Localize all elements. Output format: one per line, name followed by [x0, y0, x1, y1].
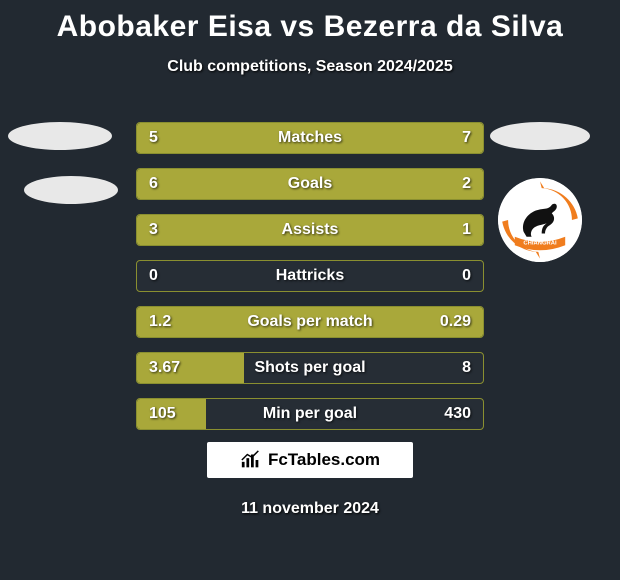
left-player-ellipse-1	[24, 176, 118, 204]
bar-fill-left	[137, 399, 206, 429]
bar-fill-left	[137, 353, 244, 383]
stat-row-goals-per-match: Goals per match1.20.29	[136, 306, 484, 338]
page-subtitle: Club competitions, Season 2024/2025	[0, 58, 620, 76]
bar-fill-right	[397, 169, 484, 199]
stat-value-right: 8	[462, 353, 471, 383]
stat-value-left: 0	[149, 261, 158, 291]
club-badge-chiangrai: CHIANGRAI	[498, 178, 582, 262]
brand-text: FcTables.com	[268, 450, 380, 470]
stat-row-matches: Matches57	[136, 122, 484, 154]
bar-fill-left	[137, 307, 414, 337]
stat-label: Hattricks	[137, 261, 483, 291]
bar-fill-right	[282, 123, 483, 153]
stat-row-assists: Assists31	[136, 214, 484, 246]
bar-fill-left	[137, 169, 397, 199]
comparison-bars: Matches57 Goals62 Assists31 Hattricks0 0 Goal…	[136, 122, 484, 444]
brand-logo: FcTables.com	[207, 442, 413, 478]
stat-row-min-per-goal: Min per goal105430	[136, 398, 484, 430]
stat-row-shots-per-goal: Shots per goal3.678	[136, 352, 484, 384]
chart-icon	[240, 449, 262, 471]
bar-fill-right	[397, 215, 484, 245]
chiangrai-logo-icon: CHIANGRAI	[498, 178, 582, 262]
bar-fill-left	[137, 123, 282, 153]
stat-value-right: 430	[444, 399, 471, 429]
svg-text:CHIANGRAI: CHIANGRAI	[523, 240, 557, 246]
page-title: Abobaker Eisa vs Bezerra da Silva	[0, 0, 620, 44]
right-player-ellipse-0	[490, 122, 590, 150]
bar-fill-left	[137, 215, 397, 245]
stat-value-right: 0	[462, 261, 471, 291]
footer-date: 11 november 2024	[0, 500, 620, 518]
left-player-ellipse-0	[8, 122, 112, 150]
bar-fill-right	[414, 307, 483, 337]
stat-row-goals: Goals62	[136, 168, 484, 200]
stat-row-hattricks: Hattricks0 0	[136, 260, 484, 292]
